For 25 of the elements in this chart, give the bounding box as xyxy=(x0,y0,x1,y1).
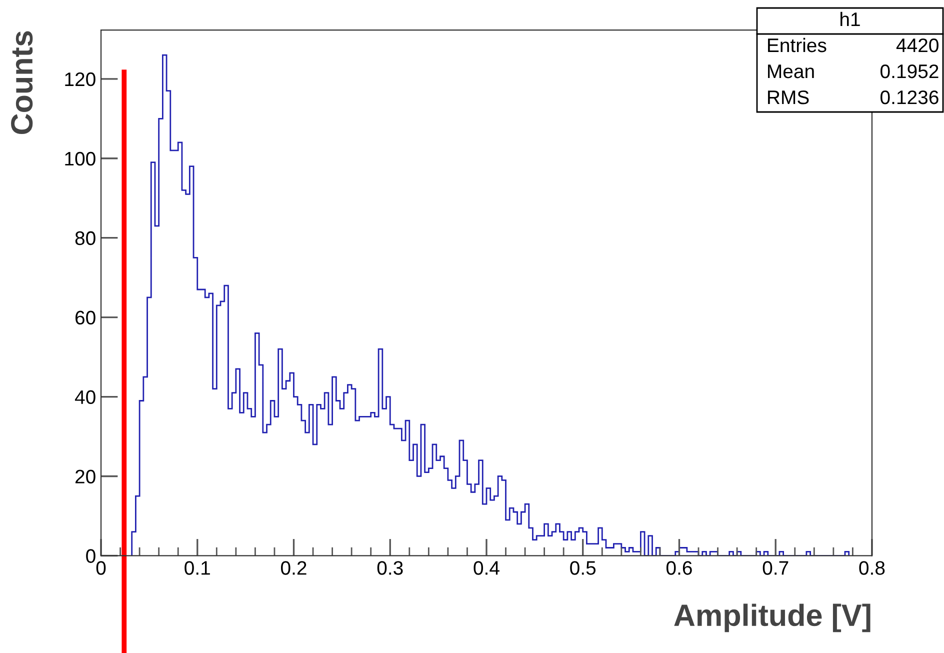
y-tick-label: 0 xyxy=(86,549,96,563)
y-tick-label: 120 xyxy=(65,72,96,86)
x-tick-label: 0 xyxy=(96,561,106,575)
x-tick-label: 0.8 xyxy=(859,561,885,575)
text: 0.1952 xyxy=(880,64,938,78)
y-tick-label: 80 xyxy=(75,231,96,246)
x-tick-label: 0.6 xyxy=(666,561,692,575)
x-tick-label: 0.7 xyxy=(762,561,788,575)
x-axis-title: Amplitude [V] xyxy=(674,604,870,632)
x-tick-label: 0.1 xyxy=(184,561,210,575)
y-tick-label: 60 xyxy=(76,310,96,325)
text: 4420 xyxy=(896,38,938,52)
x-tick-label: 0.3 xyxy=(377,561,403,575)
annotation: Entries xyxy=(768,38,826,52)
y-axis-title: Counts xyxy=(11,31,33,134)
y-tick-label: 20 xyxy=(76,470,96,484)
x-tick-label: 0.5 xyxy=(570,561,596,575)
y-tick-label: 100 xyxy=(65,152,96,166)
x-tick-label: 0.4 xyxy=(474,561,500,575)
annotation: Mean xyxy=(768,64,814,78)
text: h1 xyxy=(840,12,860,26)
x-tick-label: 0.2 xyxy=(280,561,306,575)
y-tick-label: 40 xyxy=(74,390,96,404)
text: 0.1236 xyxy=(880,90,938,104)
annotation: RMS xyxy=(768,90,809,104)
